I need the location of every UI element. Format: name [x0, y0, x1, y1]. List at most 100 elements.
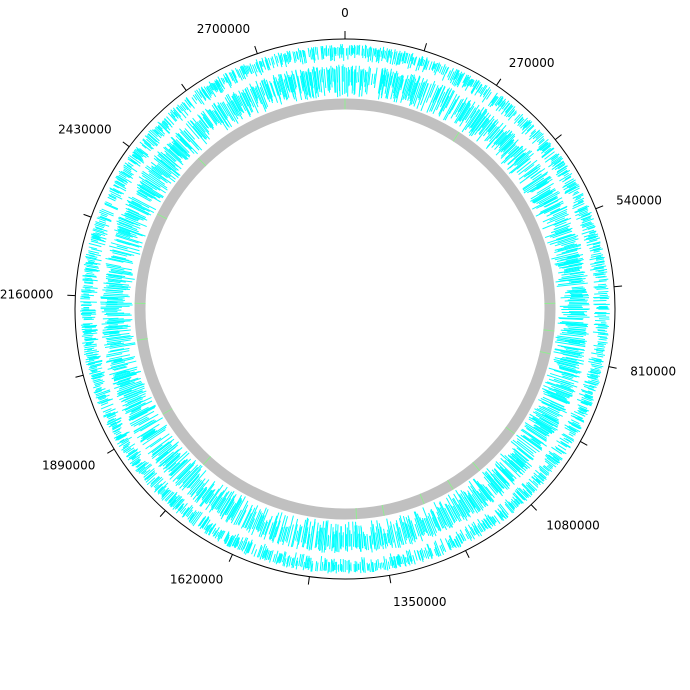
- gene-feature: [141, 431, 157, 442]
- major-tick: [609, 367, 617, 369]
- gene-feature: [330, 524, 332, 549]
- gene-feature: [82, 329, 92, 330]
- tick-label: 810000: [630, 364, 676, 378]
- gene-feature: [89, 243, 102, 246]
- gene-feature: [328, 562, 329, 573]
- gene-feature: [331, 66, 332, 88]
- gene-feature: [595, 287, 606, 288]
- gene-feature: [597, 336, 606, 337]
- gene-feature: [518, 117, 523, 123]
- major-tick: [531, 505, 537, 511]
- gene-feature: [320, 556, 321, 571]
- gene-feature: [247, 505, 258, 530]
- gene-feature: [231, 500, 242, 520]
- gene-feature: [126, 208, 146, 217]
- gene-feature: [252, 544, 256, 554]
- major-tick: [123, 142, 129, 147]
- tick-label: 1620000: [170, 572, 223, 586]
- gene-feature: [558, 171, 567, 177]
- gene-feature: [561, 442, 570, 448]
- gene-feature: [106, 290, 123, 291]
- gene-feature: [364, 557, 365, 572]
- tick-label: 270000: [509, 56, 555, 70]
- gene-feature: [83, 287, 98, 288]
- gene-feature: [486, 92, 491, 99]
- gene-feature: [83, 324, 93, 325]
- gene-feature: [380, 563, 381, 569]
- gene-feature: [324, 69, 326, 88]
- gene-feature: [82, 335, 93, 336]
- scale-circle: [75, 39, 615, 579]
- gene-feature: [104, 314, 130, 315]
- gene-feature: [563, 315, 587, 316]
- gene-feature: [598, 342, 608, 343]
- gene-feature: [308, 48, 309, 57]
- gene-feature: [357, 72, 358, 83]
- gene-feature: [84, 286, 93, 287]
- gene-feature: [595, 368, 600, 369]
- major-tick: [596, 206, 603, 209]
- gene-feature: [596, 348, 604, 349]
- minor-tick: [580, 441, 587, 445]
- gene-feature: [368, 564, 369, 570]
- minor-tick: [466, 551, 470, 558]
- gene-feature: [381, 51, 382, 57]
- gene-feature: [383, 563, 384, 570]
- gene-feature: [109, 325, 118, 326]
- gene-feature: [414, 550, 417, 560]
- gene-feature: [386, 559, 388, 571]
- backbone-track: [135, 99, 556, 520]
- gene-feature: [332, 68, 333, 82]
- gene-feature: [111, 243, 140, 251]
- gene-feature: [598, 344, 604, 345]
- gene-feature: [81, 295, 94, 296]
- major-tick: [496, 79, 500, 86]
- gene-feature: [310, 50, 311, 60]
- gene-feature: [317, 47, 318, 60]
- gene-feature: [317, 563, 318, 572]
- gene-feature: [362, 557, 363, 570]
- major-tick: [255, 46, 258, 54]
- gene-feature: [382, 563, 383, 568]
- gene-feature: [598, 284, 606, 285]
- gene-feature: [594, 293, 607, 294]
- gene-feature: [337, 525, 338, 552]
- gene-feature: [84, 333, 91, 334]
- gene-feature: [324, 564, 325, 570]
- gene-feature: [528, 166, 541, 175]
- gene-feature: [150, 477, 159, 485]
- gene-feature: [337, 67, 338, 82]
- gene-feature: [596, 288, 608, 289]
- feature-tracks: [80, 44, 610, 573]
- gene-feature: [378, 559, 379, 568]
- gene-feature: [594, 281, 607, 282]
- gene-feature: [110, 188, 122, 194]
- gene-feature: [359, 45, 360, 56]
- backbone-marker: [356, 508, 357, 519]
- gene-feature: [106, 303, 132, 304]
- gene-feature: [416, 58, 420, 71]
- gene-feature: [107, 301, 124, 302]
- gene-feature: [89, 247, 97, 249]
- gene-feature: [600, 333, 608, 334]
- tick-label: 540000: [616, 194, 662, 208]
- gene-feature: [84, 346, 96, 348]
- tick-label: 1080000: [546, 519, 599, 533]
- gene-feature: [93, 386, 100, 388]
- gene-feature: [105, 204, 118, 210]
- gene-feature: [85, 271, 93, 272]
- tick-label: 2160000: [0, 288, 53, 302]
- gene-feature: [358, 66, 359, 82]
- tick-label: 2430000: [58, 122, 111, 136]
- gene-feature: [355, 531, 356, 546]
- minor-tick: [160, 511, 165, 517]
- gene-feature: [375, 563, 376, 571]
- gene-feature: [374, 49, 375, 56]
- gene-feature: [363, 49, 364, 58]
- gene-feature: [89, 253, 95, 254]
- gene-feature: [339, 67, 340, 97]
- gene-feature: [568, 327, 587, 328]
- minor-tick: [308, 577, 309, 585]
- gene-feature: [572, 288, 585, 289]
- minor-tick: [182, 84, 187, 90]
